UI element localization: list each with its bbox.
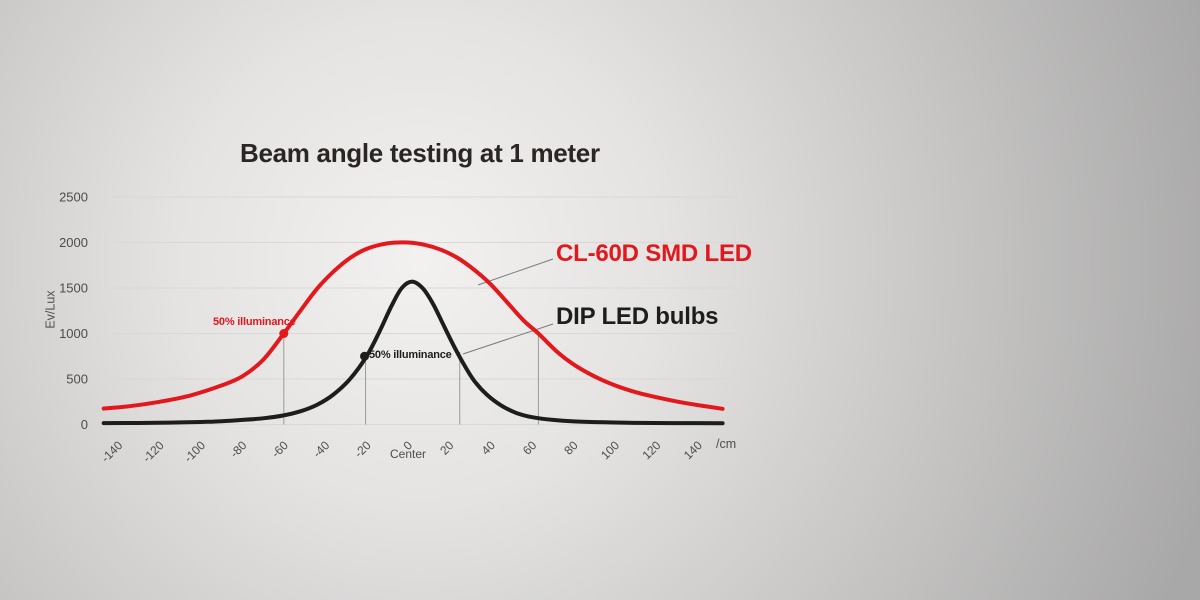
y-tick-label: 1000	[59, 326, 88, 341]
x-tick-label: 60	[520, 438, 540, 458]
x-tick-label: -20	[352, 438, 374, 460]
x-tick-label: -60	[269, 438, 291, 460]
half-power-dot-dip-led-bulbs	[360, 351, 370, 361]
x-tick-label: -40	[310, 438, 332, 460]
leader-line-cl-60d	[477, 258, 554, 286]
y-axis-label: Ev/Lux	[43, 290, 58, 329]
y-tick-label: 2000	[59, 235, 88, 250]
chart-title: Beam angle testing at 1 meter	[240, 138, 600, 168]
y-tick-label: 1500	[59, 281, 88, 296]
x-tick-label: -140	[98, 438, 125, 465]
x-tick-label: 140	[681, 438, 705, 462]
x-tick-label: -80	[227, 438, 249, 460]
x-tick-label: 20	[437, 438, 457, 458]
x-tick-label: -120	[140, 438, 167, 465]
half-power-label-dip: 50% illuminance	[369, 349, 452, 361]
x-tick-label: 80	[561, 438, 581, 458]
y-tick-label: 2500	[59, 190, 88, 205]
y-tick-label: 0	[81, 417, 88, 432]
x-tick-label: 40	[479, 438, 499, 458]
x-tick-label: 120	[639, 438, 663, 462]
curve-cl-60d-smd-led	[101, 240, 725, 411]
half-power-dot-cl-60d-smd-led	[279, 329, 289, 338]
half-power-label-cl-60d: 50% illuminance	[213, 316, 296, 328]
series-label-cl-60d-smd-led: CL-60D SMD LED	[556, 240, 752, 267]
series-label-dip-led-bulbs: DIP LED bulbs	[556, 303, 719, 330]
x-tick-label: -100	[181, 438, 208, 465]
x-center-label: Center	[390, 447, 426, 461]
x-axis-unit-label: /cm	[716, 437, 736, 451]
y-tick-label: 500	[66, 372, 88, 387]
leader-line-dip	[462, 323, 554, 355]
x-tick-label: 100	[598, 438, 622, 462]
curve-dip-led-bulbs	[101, 279, 725, 426]
